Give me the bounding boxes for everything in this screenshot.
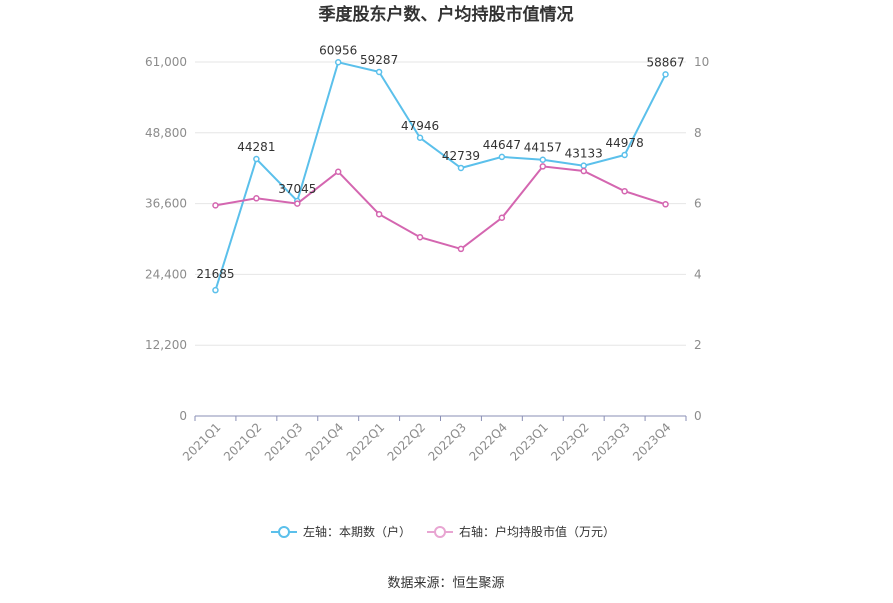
data-point — [253, 155, 260, 163]
y-right-tick-label: 4 — [694, 267, 702, 281]
data-label: 37045 — [278, 182, 316, 196]
data-point — [580, 167, 587, 175]
data-point — [212, 202, 219, 209]
x-tick-label: 2023Q4 — [630, 420, 674, 464]
data-point — [294, 200, 301, 207]
data-label: 60956 — [319, 43, 357, 57]
legend-swatch-marker — [434, 526, 446, 538]
y-right-tick-label: 0 — [694, 409, 702, 423]
data-label: 44647 — [483, 138, 521, 152]
data-point — [375, 68, 383, 76]
data-source: 数据来源：恒生聚源 — [387, 576, 504, 591]
data-point — [621, 187, 628, 195]
x-tick-label: 2021Q2 — [221, 420, 265, 464]
data-label: 21685 — [196, 267, 234, 281]
y-left-tick-label: 24,400 — [145, 267, 187, 281]
data-point — [662, 71, 669, 78]
data-point — [539, 163, 547, 170]
data-point — [375, 210, 383, 218]
x-tick-label: 2022Q4 — [466, 420, 510, 464]
data-point — [334, 168, 342, 175]
data-label: 59287 — [360, 53, 398, 67]
data-point — [416, 134, 424, 142]
data-point — [253, 195, 260, 202]
y-left-tick-label: 61,000 — [145, 55, 187, 69]
y-left-tick-label: 48,800 — [145, 126, 187, 140]
legend-label-left-axis: 左轴：本期数（户） — [303, 524, 411, 539]
x-tick-label: 2023Q1 — [507, 420, 551, 464]
x-axis: 2021Q12021Q22021Q32021Q42022Q12022Q22022… — [180, 415, 687, 464]
data-point — [539, 156, 547, 163]
y-left-tick-label: 36,600 — [145, 197, 187, 211]
legend-item-left-axis[interactable]: 左轴：本期数（户） — [271, 524, 411, 539]
x-tick-label: 2022Q3 — [426, 420, 470, 464]
data-point — [457, 245, 465, 253]
series-group — [212, 59, 669, 294]
data-point — [662, 201, 669, 208]
data-point — [334, 59, 342, 66]
series-line-0 — [214, 61, 667, 291]
data-label: 43133 — [565, 147, 603, 161]
data-point — [212, 286, 219, 294]
data-point — [621, 151, 628, 159]
x-tick-label: 2023Q3 — [589, 420, 633, 464]
x-tick-label: 2023Q2 — [548, 420, 592, 464]
x-tick-label: 2021Q4 — [303, 420, 347, 464]
data-point — [498, 214, 506, 222]
y-left-tick-label: 0 — [179, 409, 187, 423]
data-label: 47946 — [401, 119, 439, 133]
data-label: 44281 — [237, 140, 275, 154]
legend-swatch-marker — [278, 526, 290, 538]
data-label: 44157 — [524, 141, 562, 155]
y-left-tick-label: 12,200 — [145, 338, 187, 352]
series-line-1 — [215, 165, 666, 250]
y-right-tick-label: 2 — [694, 338, 702, 352]
y-axis-right: 0 2 4 6 8 10 — [694, 55, 709, 423]
chart-title: 季度股东户数、户均持股市值情况 — [319, 4, 574, 25]
data-label: 44978 — [606, 136, 644, 150]
x-tick-label: 2021Q3 — [262, 420, 306, 464]
data-point — [416, 233, 424, 241]
x-tick-label: 2021Q1 — [180, 420, 224, 464]
data-point — [580, 162, 587, 169]
legend-item-right-axis[interactable]: 右轴：户均持股市值（万元） — [427, 524, 615, 539]
y-right-tick-label: 8 — [694, 126, 702, 140]
data-label: 42739 — [442, 149, 480, 163]
data-label: 58867 — [646, 55, 684, 69]
x-tick-label: 2022Q1 — [344, 420, 388, 464]
grid-lines — [195, 61, 686, 346]
legend: 左轴：本期数（户） 右轴：户均持股市值（万元） — [271, 524, 615, 539]
legend-label-right-axis: 右轴：户均持股市值（万元） — [459, 524, 615, 539]
y-right-tick-label: 10 — [694, 55, 709, 69]
y-right-tick-label: 6 — [694, 197, 702, 211]
y-axis-left: 0 12,200 24,400 36,600 48,800 61,000 — [145, 55, 187, 423]
data-point — [457, 164, 465, 172]
data-point — [498, 153, 506, 161]
x-tick-label: 2022Q2 — [385, 420, 429, 464]
